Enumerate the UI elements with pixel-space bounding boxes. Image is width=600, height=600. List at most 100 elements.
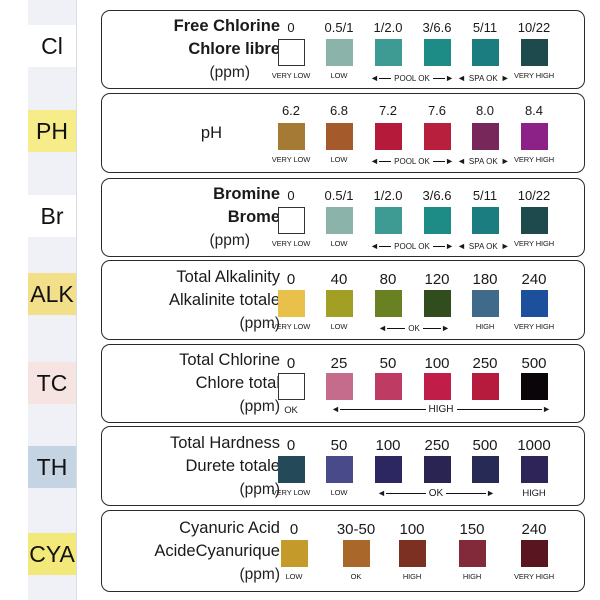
range-label: VERY HIGH xyxy=(513,155,555,164)
range-arrow: ◄ OK ► xyxy=(378,322,450,334)
concentration-value: 30-50 xyxy=(336,521,376,538)
range-label: HIGH xyxy=(462,572,482,581)
color-swatch xyxy=(278,123,305,150)
arrow-right-icon: ► xyxy=(500,156,510,166)
range-arrow: ◄ POOL OK ► xyxy=(370,155,454,167)
arrow-left-icon: ◄ xyxy=(457,156,466,166)
color-swatch xyxy=(472,290,499,317)
concentration-value: 100 xyxy=(375,437,401,454)
arrow-left-icon: ◄ xyxy=(370,73,379,83)
arrow-label: POOL OK xyxy=(394,241,430,251)
color-swatch xyxy=(521,39,548,66)
color-swatch xyxy=(472,39,499,66)
color-swatch xyxy=(278,373,305,400)
range-label: OK xyxy=(284,405,298,416)
concentration-value: 0 xyxy=(286,437,296,454)
row-title-line: Cyanuric Acid xyxy=(179,519,280,537)
arrow-line xyxy=(386,327,406,329)
arrow-label: SPA OK xyxy=(468,241,498,251)
concentration-value: 7.2 xyxy=(378,103,398,118)
row-unit: (ppm) xyxy=(209,232,250,249)
range-arrow: ◄ POOL OK ► xyxy=(370,72,454,84)
row-title: Free Chlorine Chlore libre (ppm) xyxy=(102,15,280,84)
concentration-value: 5/11 xyxy=(472,20,498,35)
range-label: LOW xyxy=(330,155,348,164)
color-swatch xyxy=(521,373,548,400)
color-swatch xyxy=(326,290,353,317)
row-title-line: Chlore total xyxy=(195,374,280,392)
concentration-value: 50 xyxy=(330,437,348,454)
arrow-line xyxy=(378,160,392,162)
range-label: LOW xyxy=(285,572,303,581)
concentration-value: 250 xyxy=(424,437,450,454)
row-title: Total Alkalinity Alkalinite totale (ppm) xyxy=(102,266,280,335)
row-unit: (ppm) xyxy=(239,481,280,498)
color-swatch xyxy=(278,39,305,66)
range-label: LOW xyxy=(330,239,348,248)
arrow-right-icon: ► xyxy=(445,241,454,251)
range-label: OK xyxy=(350,572,362,581)
color-swatch xyxy=(472,123,499,150)
concentration-value: 0 xyxy=(286,271,296,288)
row-title: Total Chlorine Chlore total (ppm) xyxy=(102,349,280,418)
strip-pad-cya: CYA xyxy=(28,533,76,575)
color-swatch xyxy=(424,123,451,150)
concentration-value: 0 xyxy=(289,521,299,538)
range-label: HIGH xyxy=(402,572,422,581)
color-swatch xyxy=(278,207,305,234)
range-label: LOW xyxy=(330,322,348,331)
row-unit: (ppm) xyxy=(239,315,280,332)
range-label: VERY HIGH xyxy=(513,572,555,581)
color-swatch xyxy=(375,207,402,234)
concentration-value: 8.4 xyxy=(524,103,544,118)
color-swatch xyxy=(326,123,353,150)
arrow-left-icon: ◄ xyxy=(377,488,386,498)
concentration-value: 0.5/1 xyxy=(324,188,354,203)
arrow-line xyxy=(432,160,446,162)
concentration-value: 6.2 xyxy=(281,103,301,118)
row-title: pH xyxy=(102,122,222,145)
color-swatch xyxy=(521,540,548,567)
color-swatch xyxy=(521,290,548,317)
arrow-right-icon: ► xyxy=(445,156,454,166)
concentration-value: 240 xyxy=(521,521,547,538)
chart-row-br: Bromine Brome (ppm) 0 VERY LOW 0.5/1 LOW 1/2.0 3… xyxy=(101,178,585,257)
color-swatch xyxy=(375,290,402,317)
concentration-value: 100 xyxy=(424,355,450,372)
row-title-line: Total Alkalinity xyxy=(176,268,280,286)
color-swatch xyxy=(424,290,451,317)
arrow-line xyxy=(378,245,392,247)
arrow-left-icon: ◄ xyxy=(331,404,340,414)
range-label: VERY LOW xyxy=(271,488,311,497)
row-title-line: Total Hardness xyxy=(169,434,280,452)
concentration-value: 10/22 xyxy=(517,20,551,35)
arrow-line xyxy=(385,492,426,494)
concentration-value: 7.6 xyxy=(427,103,447,118)
color-swatch xyxy=(472,373,499,400)
arrow-label: HIGH xyxy=(428,403,454,415)
color-swatch xyxy=(278,456,305,483)
arrow-line xyxy=(432,245,446,247)
strip-pad-br: Br xyxy=(28,195,76,237)
range-arrow: ◄ SPA OK ► xyxy=(457,155,510,167)
color-swatch xyxy=(281,540,308,567)
color-swatch xyxy=(424,373,451,400)
arrow-label: SPA OK xyxy=(468,156,498,166)
strip-pad-cl: Cl xyxy=(28,25,76,67)
color-swatch xyxy=(399,540,426,567)
concentration-value: 120 xyxy=(424,271,450,288)
range-arrow: ◄ OK ► xyxy=(377,487,495,499)
arrow-left-icon: ◄ xyxy=(457,241,466,251)
concentration-value: 50 xyxy=(379,355,397,372)
color-swatch xyxy=(343,540,370,567)
concentration-value: 150 xyxy=(459,521,485,538)
arrow-line xyxy=(456,408,543,410)
range-label: LOW xyxy=(330,488,348,497)
range-label: VERY LOW xyxy=(271,322,311,331)
arrow-label: POOL OK xyxy=(394,156,430,166)
color-swatch xyxy=(326,207,353,234)
range-label: LOW xyxy=(330,71,348,80)
range-label: VERY HIGH xyxy=(513,239,555,248)
concentration-value: 25 xyxy=(330,355,348,372)
arrow-line xyxy=(339,408,426,410)
